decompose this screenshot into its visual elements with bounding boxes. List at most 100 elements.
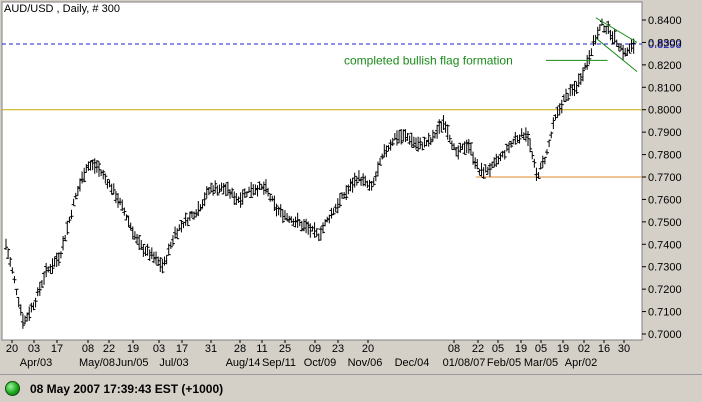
price-bar (532, 158, 537, 168)
x-day-label: 17 (51, 343, 63, 355)
price-bar (449, 140, 454, 150)
x-day-label: 31 (205, 343, 217, 355)
price-bar (559, 99, 564, 114)
price-bar (96, 161, 101, 177)
price-bar (585, 54, 590, 70)
price-bar (530, 150, 535, 160)
y-tick-label: 0.8300 (648, 37, 682, 49)
flag-channel-layer (595, 17, 638, 72)
price-bar (580, 67, 585, 82)
plot-area (1, 1, 643, 341)
price-bar (50, 258, 55, 275)
x-day-label: 22 (472, 343, 484, 355)
x-day-label: 19 (127, 343, 139, 355)
price-bar (378, 157, 383, 166)
price-bar (574, 81, 579, 94)
price-chart[interactable]: AUD/USD , Daily, # 300 0.8293 completed … (0, 0, 702, 373)
price-bar (481, 167, 486, 179)
price-bar (390, 137, 395, 146)
x-day-label: 30 (618, 343, 630, 355)
price-bars-layer (4, 18, 636, 329)
price-bar (268, 193, 273, 202)
x-month-label: Mar/05 (524, 357, 558, 369)
price-bar (14, 288, 19, 296)
x-day-label: 08 (82, 343, 94, 355)
price-bar (352, 172, 357, 188)
x-month-label: Jul/03 (159, 357, 188, 369)
x-month-label: Sep/11 (262, 357, 296, 369)
price-bar (10, 267, 15, 274)
status-bar: 08 May 2007 17:39:43 EST (+1000) (0, 374, 702, 402)
price-bar (344, 185, 349, 201)
x-month-label: Dec/04 (395, 357, 430, 369)
price-bar (266, 187, 271, 197)
price-bar (371, 177, 376, 186)
price-bar (158, 257, 163, 273)
y-tick-label: 0.7000 (648, 329, 682, 341)
price-bar (380, 153, 385, 160)
price-bar (67, 216, 72, 224)
price-bar (249, 182, 254, 198)
y-axis: 0.7000 0.7100 0.7200 0.7300 0.7400 0.7500 0.76… (642, 15, 682, 341)
x-day-label: 23 (332, 343, 344, 355)
x-day-label: 05 (535, 343, 547, 355)
x-day-label: 02 (578, 343, 590, 355)
y-tick-label: 0.7200 (648, 284, 682, 296)
price-bar (175, 228, 180, 240)
x-day-label: 08 (448, 343, 460, 355)
price-bar (101, 169, 106, 180)
price-bar (468, 142, 473, 156)
price-bar (462, 141, 467, 155)
x-month-label: 01/08/07 (443, 357, 486, 369)
y-tick-label: 0.8200 (648, 60, 682, 72)
x-day-label: 20 (6, 343, 18, 355)
price-bar (137, 234, 142, 251)
y-tick-label: 0.8100 (648, 82, 682, 94)
price-bar (69, 209, 74, 219)
price-bar (56, 252, 61, 266)
price-bar (202, 192, 207, 207)
price-bar (545, 149, 550, 155)
price-bar (73, 192, 78, 200)
price-bar (627, 43, 632, 54)
x-day-label: 19 (515, 343, 527, 355)
price-bar (321, 222, 325, 234)
flag-lower-line (595, 37, 638, 72)
price-bar (170, 235, 175, 246)
x-day-label: 17 (176, 343, 188, 355)
y-tick-label: 0.7900 (648, 127, 682, 139)
y-tick-label: 0.8000 (648, 105, 682, 117)
y-tick-label: 0.7400 (648, 239, 682, 251)
price-bar (418, 137, 423, 150)
price-bar (33, 297, 38, 308)
price-bar (428, 137, 433, 146)
y-tick-label: 0.8400 (648, 15, 682, 27)
price-bar (542, 156, 547, 165)
price-bar (631, 38, 636, 54)
price-bar (426, 132, 431, 147)
price-bar (168, 241, 173, 249)
price-bar (103, 173, 108, 184)
x-month-label: Apr/02 (565, 357, 597, 369)
price-bar (213, 180, 218, 193)
price-bar (517, 134, 522, 144)
price-bar (215, 185, 220, 196)
price-bar (420, 142, 425, 151)
price-bar (122, 207, 127, 216)
price-bar (439, 121, 444, 133)
annotation-layer: completed bullish flag formation (344, 53, 608, 67)
price-bar (587, 50, 592, 65)
price-bar (198, 204, 203, 212)
x-month-label: Oct/09 (304, 357, 336, 369)
price-bar (566, 93, 571, 101)
price-bar (111, 183, 116, 195)
price-bar (65, 220, 70, 235)
price-bar (405, 132, 410, 141)
price-bar (71, 198, 76, 207)
price-bar (37, 281, 42, 296)
price-bar (447, 134, 452, 143)
price-bar (525, 130, 530, 147)
x-axis: 20 03 17 08 22 19 03 17 31 28 11 25 09 23 20 08 22 05 19 05… (6, 340, 630, 369)
price-bar (314, 228, 319, 237)
price-bar (384, 145, 389, 158)
